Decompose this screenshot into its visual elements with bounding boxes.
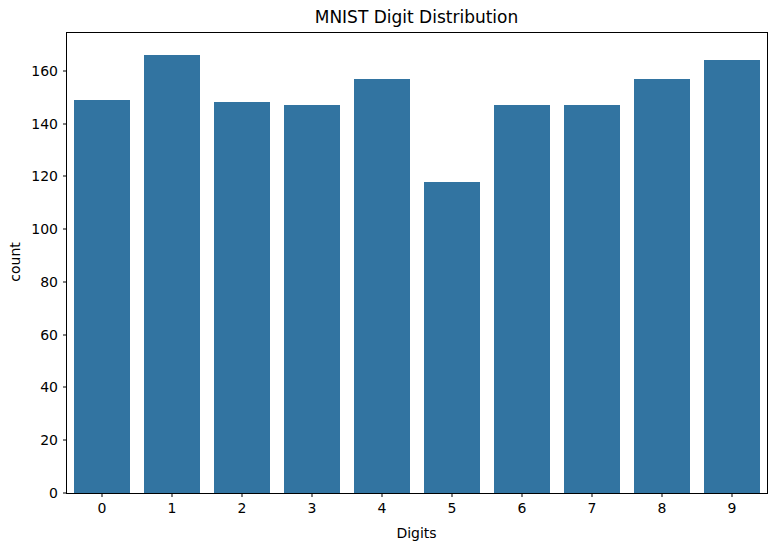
x-tick-mark [102, 493, 103, 497]
x-tick-mark [172, 493, 173, 497]
y-tick-mark [63, 387, 67, 388]
bar-digit-1 [144, 55, 200, 493]
x-tick-label: 6 [518, 501, 527, 515]
y-tick-mark [63, 176, 67, 177]
x-tick-label: 1 [168, 501, 177, 515]
x-tick-mark [522, 493, 523, 497]
bar-digit-0 [74, 100, 130, 493]
x-tick-mark [242, 493, 243, 497]
x-tick-mark [452, 493, 453, 497]
y-tick-label: 140 [31, 117, 58, 131]
bar-digit-2 [214, 102, 270, 493]
x-tick-label: 9 [728, 501, 737, 515]
y-tick-mark [63, 229, 67, 230]
x-tick-label: 7 [588, 501, 597, 515]
x-axis-label: Digits [66, 525, 767, 541]
x-tick-label: 3 [308, 501, 317, 515]
y-tick-label: 60 [40, 328, 58, 342]
plot-area: 020406080100120140160 0123456789 [66, 32, 768, 494]
x-tick-mark [592, 493, 593, 497]
y-tick-mark [63, 70, 67, 71]
y-tick-mark [63, 334, 67, 335]
y-tick-label: 120 [31, 169, 58, 183]
y-tick-mark [63, 281, 67, 282]
y-axis-label: count [7, 242, 23, 282]
y-tick-label: 100 [31, 222, 58, 236]
x-tick-mark [732, 493, 733, 497]
bar-digit-8 [634, 79, 690, 493]
y-tick-mark [63, 123, 67, 124]
bar-digit-5 [424, 182, 480, 493]
bar-digit-3 [284, 105, 340, 493]
x-tick-label: 5 [448, 501, 457, 515]
x-tick-label: 0 [98, 501, 107, 515]
y-tick-label: 80 [40, 275, 58, 289]
y-tick-label: 0 [49, 486, 58, 500]
y-tick-mark [63, 440, 67, 441]
y-tick-label: 40 [40, 380, 58, 394]
y-tick-label: 160 [31, 64, 58, 78]
x-tick-label: 8 [658, 501, 667, 515]
x-tick-label: 4 [378, 501, 387, 515]
bar-digit-4 [354, 79, 410, 493]
y-tick-mark [63, 493, 67, 494]
x-tick-label: 2 [238, 501, 247, 515]
bar-digit-6 [494, 105, 550, 493]
x-tick-mark [382, 493, 383, 497]
x-tick-mark [312, 493, 313, 497]
bars-container [67, 33, 767, 493]
bar-digit-9 [704, 60, 760, 493]
chart-title: MNIST Digit Distribution [66, 7, 767, 27]
chart-figure: MNIST Digit Distribution count 020406080… [0, 0, 773, 547]
bar-digit-7 [564, 105, 620, 493]
y-tick-label: 20 [40, 433, 58, 447]
x-tick-mark [662, 493, 663, 497]
